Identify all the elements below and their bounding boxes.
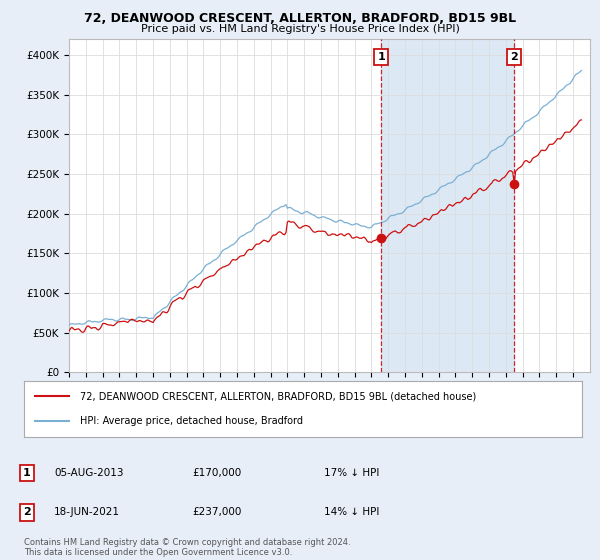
Text: 17% ↓ HPI: 17% ↓ HPI: [324, 468, 379, 478]
Bar: [382, 39, 514, 372]
Text: 72, DEANWOOD CRESCENT, ALLERTON, BRADFORD, BD15 9BL (detached house): 72, DEANWOOD CRESCENT, ALLERTON, BRADFOR…: [80, 391, 476, 402]
Text: £237,000: £237,000: [192, 507, 241, 517]
Text: £170,000: £170,000: [192, 468, 241, 478]
Text: 2: 2: [23, 507, 31, 517]
Text: 1: 1: [23, 468, 31, 478]
Text: HPI: Average price, detached house, Bradford: HPI: Average price, detached house, Brad…: [80, 416, 303, 426]
Text: Contains HM Land Registry data © Crown copyright and database right 2024.
This d: Contains HM Land Registry data © Crown c…: [24, 538, 350, 557]
Text: 72, DEANWOOD CRESCENT, ALLERTON, BRADFORD, BD15 9BL: 72, DEANWOOD CRESCENT, ALLERTON, BRADFOR…: [84, 12, 516, 25]
Text: 05-AUG-2013: 05-AUG-2013: [54, 468, 124, 478]
Text: Price paid vs. HM Land Registry's House Price Index (HPI): Price paid vs. HM Land Registry's House …: [140, 24, 460, 34]
Text: 2: 2: [509, 52, 517, 62]
Text: 1: 1: [377, 52, 385, 62]
Text: 14% ↓ HPI: 14% ↓ HPI: [324, 507, 379, 517]
Text: 18-JUN-2021: 18-JUN-2021: [54, 507, 120, 517]
